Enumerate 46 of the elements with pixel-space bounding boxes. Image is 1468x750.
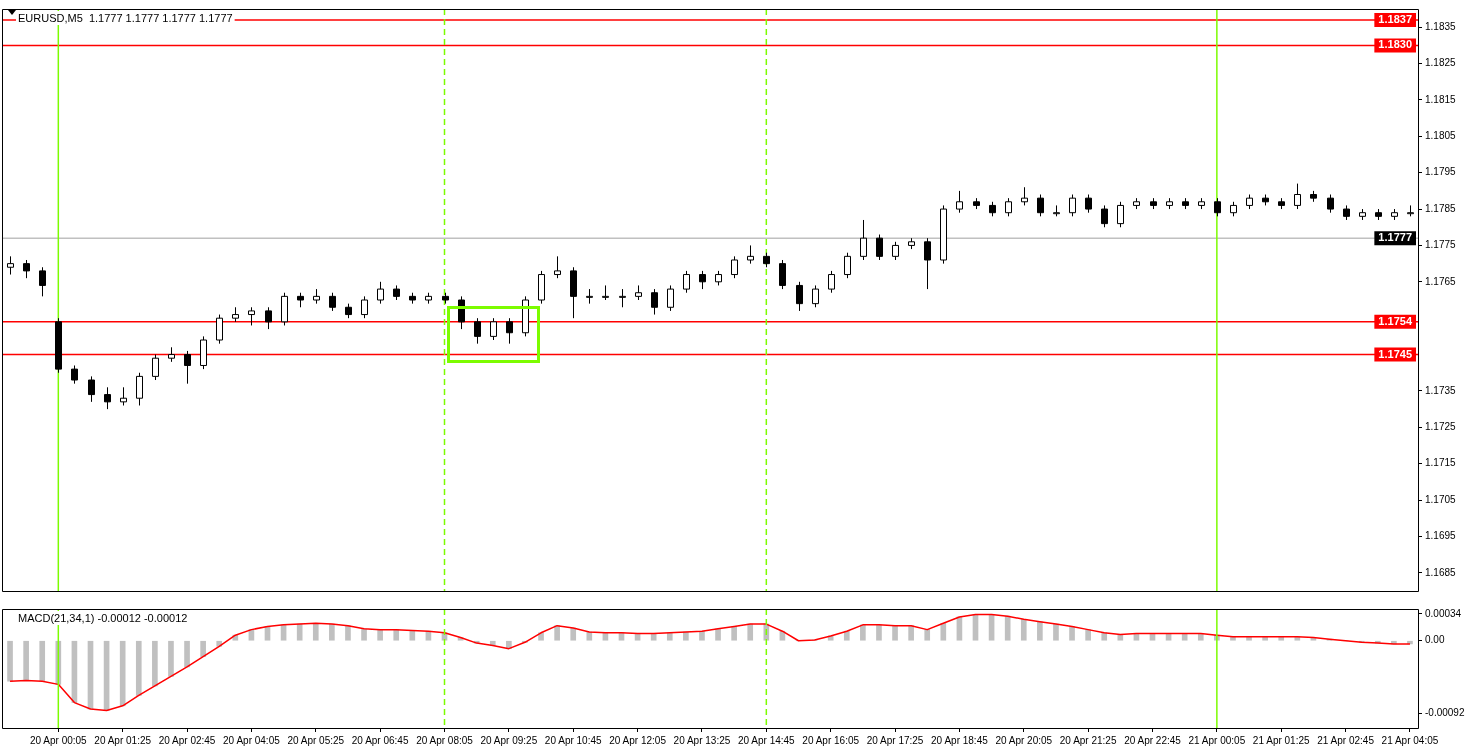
y-tick-label: 1.1695 [1425, 530, 1457, 542]
ref-line-label: 1.1777 [1378, 231, 1413, 244]
chart-title: EURUSD,M5 1.1777 1.1777 1.1777 1.1777 [18, 11, 233, 24]
x-tick-label: 20 Apr 06:45 [351, 734, 409, 746]
x-tick-label: 20 Apr 18:45 [931, 734, 989, 746]
x-tick-label: 20 Apr 10:45 [544, 734, 603, 746]
y-tick-label: 1.1835 [1425, 20, 1457, 32]
x-tick-label: 20 Apr 14:45 [737, 734, 796, 746]
y-tick-label: 1.1765 [1425, 275, 1457, 287]
x-tick-label: 21 Apr 04:05 [1381, 734, 1439, 746]
chart-title: MACD(21,34,1) -0.00012 -0.00012 [18, 611, 188, 624]
y-tick-label: 0.00034 [1425, 607, 1462, 619]
y-tick-label: 1.1815 [1425, 93, 1457, 105]
x-tick-label: 20 Apr 17:25 [866, 734, 924, 746]
ref-line-label: 1.1830 [1378, 38, 1413, 51]
x-tick-label: 20 Apr 22:45 [1124, 734, 1182, 746]
y-tick-label: 0.00 [1425, 634, 1445, 646]
y-tick-label: 1.1795 [1425, 166, 1457, 178]
y-tick-label: 1.1705 [1425, 493, 1457, 505]
x-tick-label: 20 Apr 02:45 [158, 734, 216, 746]
x-tick-label: 21 Apr 02:45 [1317, 734, 1375, 746]
x-tick-label: 20 Apr 16:05 [802, 734, 860, 746]
y-tick-label: -0.00092 [1425, 707, 1465, 719]
ref-line-label: 1.1837 [1378, 12, 1413, 25]
x-tick-label: 21 Apr 01:25 [1252, 734, 1311, 746]
x-tick-label: 20 Apr 13:25 [673, 734, 731, 746]
y-tick-label: 1.1685 [1425, 566, 1457, 578]
y-tick-label: 1.1805 [1425, 130, 1457, 142]
x-tick-label: 20 Apr 21:25 [1059, 734, 1117, 746]
ref-line-label: 1.1754 [1378, 314, 1413, 327]
ref-line-label: 1.1745 [1378, 347, 1413, 360]
x-tick-label: 21 Apr 00:05 [1188, 734, 1246, 746]
x-tick-label: 20 Apr 09:25 [480, 734, 538, 746]
y-tick-label: 1.1725 [1425, 421, 1457, 433]
x-tick-label: 20 Apr 08:05 [416, 734, 474, 746]
y-tick-label: 1.1715 [1425, 457, 1457, 469]
y-tick-label: 1.1735 [1425, 384, 1457, 396]
x-tick-label: 20 Apr 12:05 [609, 734, 667, 746]
x-tick-label: 20 Apr 01:25 [94, 734, 152, 746]
y-tick-label: 1.1825 [1425, 57, 1457, 69]
y-tick-label: 1.1775 [1425, 239, 1457, 251]
y-tick-label: 1.1785 [1425, 202, 1457, 214]
x-tick-label: 20 Apr 20:05 [995, 734, 1053, 746]
x-tick-label: 20 Apr 04:05 [223, 734, 281, 746]
x-tick-label: 20 Apr 00:05 [29, 734, 88, 746]
x-tick-label: 20 Apr 05:25 [287, 734, 345, 746]
